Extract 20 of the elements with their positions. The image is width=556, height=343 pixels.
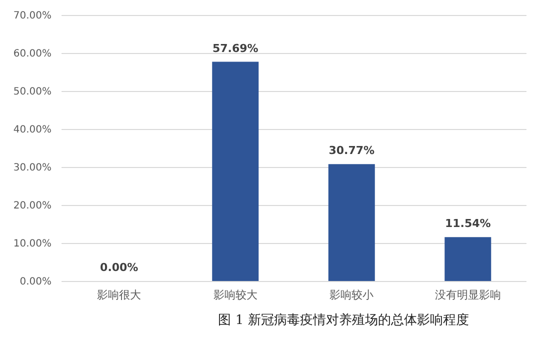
y-tick-label: 50.00% [13,86,52,98]
data-label: 57.69% [212,42,258,55]
y-tick-label: 20.00% [13,200,52,212]
x-tick-label: 没有明显影响 [434,288,501,302]
y-tick-label: 70.00% [13,10,52,22]
bar [328,164,375,281]
y-tick-label: 0.00% [20,276,52,288]
y-tick-label: 60.00% [13,48,52,60]
bar [212,62,259,281]
data-label: 11.54% [444,217,491,230]
x-tick-label: 影响较大 [213,288,258,302]
data-label: 30.77% [328,144,375,158]
x-tick-label: 影响很大 [97,288,142,302]
y-tick-label: 10.00% [13,238,52,250]
y-tick-label: 30.00% [13,162,52,174]
y-tick-label: 40.00% [13,124,52,136]
bar [444,237,492,281]
data-label: 0.00% [100,261,138,274]
x-tick-label: 影响较小 [330,288,374,302]
text: 图 1 新冠病毒疫情对养殖场的总体影响程度 [218,312,469,328]
